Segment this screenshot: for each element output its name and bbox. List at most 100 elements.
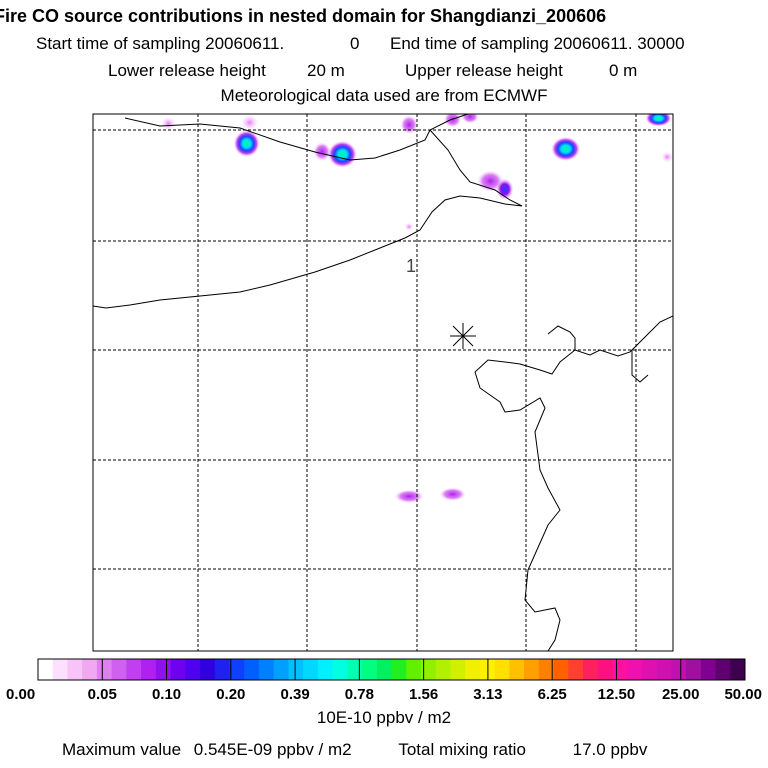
colorbar-tick-label: 12.50 [598,686,636,703]
colorbar-tick-label: 1.56 [409,686,438,703]
start-time-label: Start time of sampling 20060611. [36,34,285,53]
colorbar-unit: 10E-10 ppbv / m2 [316,708,452,727]
colorbar-swatch [258,659,275,680]
upper-release-value: 0 m [609,61,638,80]
colorbar-swatch [582,659,599,680]
colorbar-swatch [641,659,658,680]
hotspot-high [233,130,260,157]
colorbar-tick-labels: 0.00 0.05 0.10 0.20 0.39 0.78 1.56 3.13 6.25 12.5… [6,686,762,703]
colorbar-swatch [627,659,643,680]
hotspot-mid [439,487,466,501]
hotspot-blue [496,178,514,200]
hotspot-light [661,151,673,163]
colorbar-swatch [200,659,216,680]
colorbar-swatch [420,659,437,680]
colorbar-swatch [67,659,83,680]
colorbar-swatch [700,659,717,680]
colorbar-tick-label: 3.13 [473,686,502,703]
coastline-peninsula [547,325,576,350]
colorbar-swatch [214,659,230,680]
concentration-hotspots [161,114,673,504]
hotspot-mid [461,114,479,124]
colorbar-swatch [244,659,260,680]
colorbar-swatch [656,659,672,680]
colorbar-tick-label: 0.05 [88,686,117,703]
grid-lines [93,114,673,651]
colorbar-swatch [538,659,555,680]
hotspot-high [551,136,581,161]
footer-stats: Maximum value 0.545E-09 ppbv / m2 Total … [62,740,647,760]
map-frame [92,113,674,652]
colorbar-swatch [597,659,613,680]
lower-release-label: Lower release height [108,61,266,80]
colorbar-swatch [509,659,525,680]
chart-title: Fire CO source contributions in nested d… [0,6,607,26]
colorbar-swatch [391,659,407,680]
colorbar-swatch [141,659,157,680]
colorbar-swatch [288,659,304,680]
colorbar-swatch [730,659,746,680]
colorbar-swatch [612,659,628,680]
start-time-value: 0 [350,34,360,53]
total-mixing-value: 17.0 ppbv [572,740,648,759]
colorbar-swatch [553,659,569,680]
colorbar-swatch [111,659,127,680]
colorbar-tick-label: 0.39 [280,686,309,703]
station-marker-icon [450,323,476,349]
colorbar-swatch [82,659,98,680]
max-value: 0.545E-09 ppbv / m2 [193,740,352,759]
colorbar-swatch [96,659,113,680]
colorbar-swatch [52,659,68,680]
colorbar-swatch [170,659,186,680]
colorbar-swatch [450,659,466,680]
colorbar-swatch [126,659,142,680]
total-mixing-label: Total mixing ratio [398,740,526,759]
upper-release-label: Upper release height [405,61,563,80]
hotspot-high [327,140,357,168]
colorbar-swatch [155,659,172,680]
colorbar-swatch [185,659,201,680]
colorbar-swatch [303,659,319,680]
met-note: Meteorological data used are from ECMWF [220,86,548,105]
hotspot-mid [400,115,418,135]
colorbar-swatch [362,659,378,680]
colorbar-swatch [376,659,392,680]
hotspot-mid [313,142,331,161]
colorbar-tick-label: 0.00 [6,686,35,703]
colorbar-swatch [524,659,540,680]
colorbar-swatch [406,659,422,680]
hotspot-light [240,114,259,131]
coastline-borders [93,114,673,651]
colorbar-tick-label: 6.25 [538,686,567,703]
max-value-label: Maximum value [62,740,182,759]
colorbar-swatch [568,659,584,680]
hotspot-light [404,222,414,231]
colorbar-swatch [435,659,451,680]
colorbar-swatch [229,659,245,680]
hotspot-high [645,114,672,127]
colorbar-swatch [38,659,54,680]
colorbar-swatch [686,659,702,680]
colorbar-swatch [273,659,289,680]
colorbar-swatch [715,659,731,680]
map-annotation: 1 [406,256,416,276]
hotspot-mid [394,489,424,504]
hotspot-light [161,116,176,131]
colorbar-swatch [332,659,348,680]
colorbar [37,658,746,681]
colorbar-tick-label: 25.00 [662,686,700,703]
coastline-bay [93,129,523,309]
coastline-island [631,350,649,383]
colorbar-swatch [494,659,510,680]
colorbar-swatch [465,659,481,680]
colorbar-swatch [317,659,334,680]
colorbar-swatch [347,659,363,680]
colorbar-tick-label: 50.00 [724,686,762,703]
colorbar-swatch [671,659,687,680]
colorbar-tick-label: 0.78 [345,686,374,703]
colorbar-tick-label: 0.20 [216,686,245,703]
coastline-east [474,315,673,651]
lower-release-value: 20 m [307,61,345,80]
end-time-label: End time of sampling 20060611. 30000 [390,34,685,53]
